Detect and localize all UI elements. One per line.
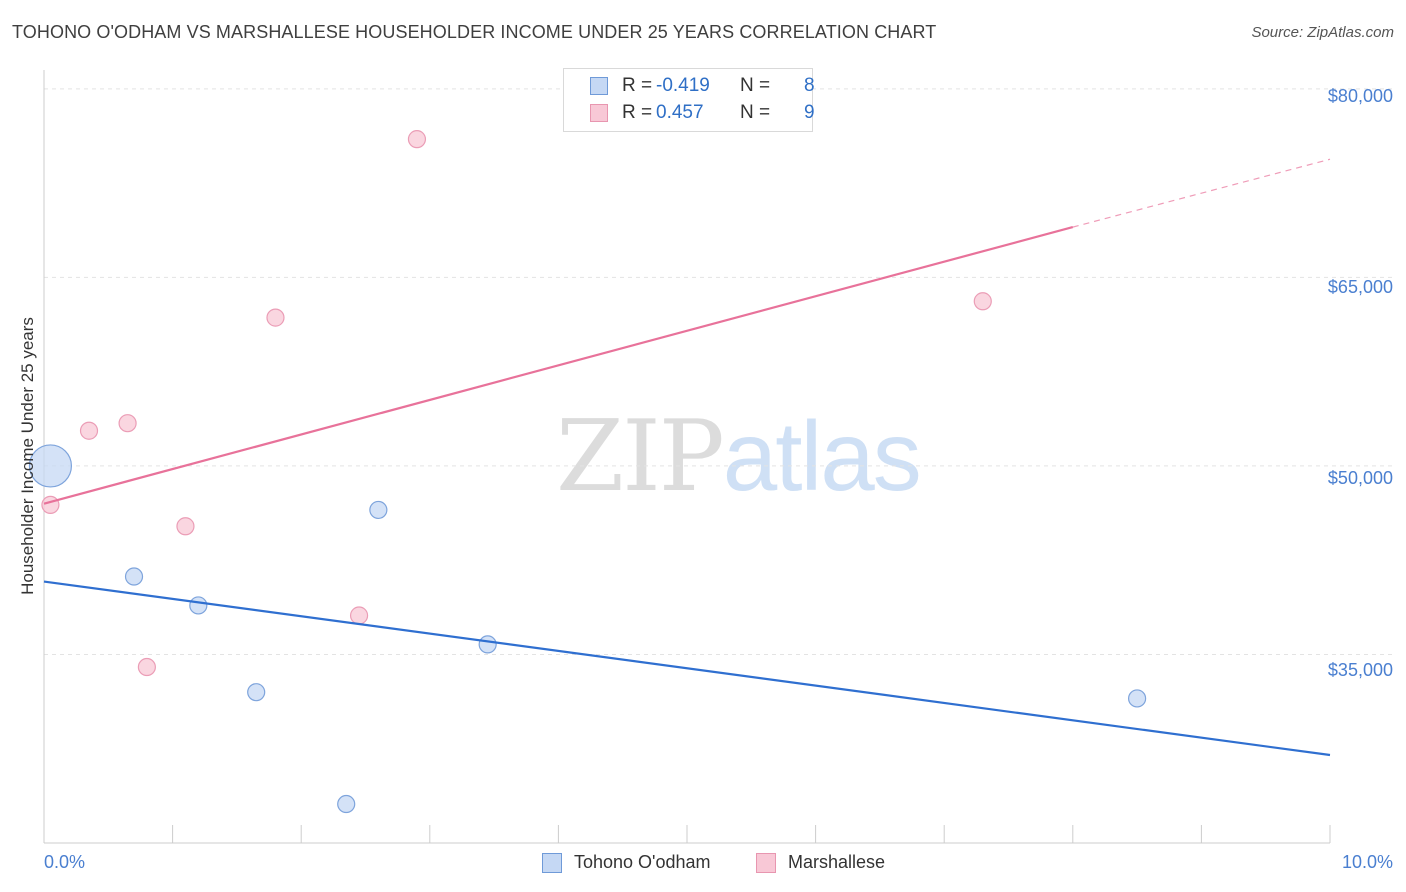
legend-r-value: -0.419: [656, 75, 710, 96]
y-tick-label-80000: $80,000: [1327, 86, 1393, 106]
marshallese-trend-extension: [1072, 158, 1331, 228]
source-label: Source: ZipAtlas.com: [1251, 24, 1394, 41]
legend-label-marshallese: Marshallese: [788, 852, 886, 872]
tohono-point: [124, 567, 144, 586]
legend-r-value: 0.457: [656, 102, 704, 123]
marshallese-point: [137, 657, 156, 677]
legend-r-label: R =: [622, 102, 653, 123]
x-tick-label-max: 10.0%: [1341, 852, 1393, 872]
watermark: ZIPatlas: [556, 400, 922, 514]
marshallese-point: [118, 414, 137, 433]
marshallese-point: [266, 308, 285, 327]
watermark-atlas: atlas: [722, 401, 922, 511]
tohono-point: [369, 500, 388, 520]
tohono-point: [478, 635, 497, 654]
correlation-legend: R = -0.419 N = 8 R = 0.457 N = 9: [563, 68, 815, 132]
tohono-point: [337, 794, 356, 814]
marshallese-point: [407, 130, 427, 149]
y-tick-label-65000: $65,000: [1327, 277, 1393, 297]
marshallese-point: [973, 292, 992, 311]
y-tick-label-35000: $35,000: [1327, 660, 1393, 680]
x-tick-label-min: 0.0%: [44, 852, 86, 872]
marshallese-point: [41, 495, 60, 514]
legend-label-tohono: Tohono O'odham: [574, 852, 711, 872]
marshallese-point: [79, 421, 99, 440]
legend-swatch-blue: [590, 77, 608, 95]
tohono-point: [1127, 689, 1147, 708]
marshallese-trend-line: [43, 226, 1074, 505]
marshallese-point: [349, 606, 369, 625]
tohono-point: [247, 683, 266, 702]
legend-swatch-pink: [590, 104, 608, 122]
chart-title: TOHONO O'ODHAM VS MARSHALLESE HOUSEHOLDE…: [12, 22, 937, 42]
legend-n-label: N =: [740, 102, 771, 123]
legend-n-value: 8: [804, 75, 815, 96]
legend-swatch-pink: [756, 853, 776, 873]
y-axis-label: Householder Income Under 25 years: [18, 317, 37, 595]
tohono-point: [189, 596, 208, 615]
marshallese-point: [176, 517, 195, 536]
legend-n-value: 9: [804, 102, 815, 123]
watermark-zip: ZIP: [556, 400, 725, 514]
tohono-point: [28, 444, 73, 488]
tohono-trend-line: [43, 580, 1331, 757]
legend-r-label: R =: [622, 75, 653, 96]
legend-swatch-blue: [542, 853, 562, 873]
y-tick-label-50000: $50,000: [1327, 468, 1393, 488]
legend-n-label: N =: [740, 75, 771, 96]
